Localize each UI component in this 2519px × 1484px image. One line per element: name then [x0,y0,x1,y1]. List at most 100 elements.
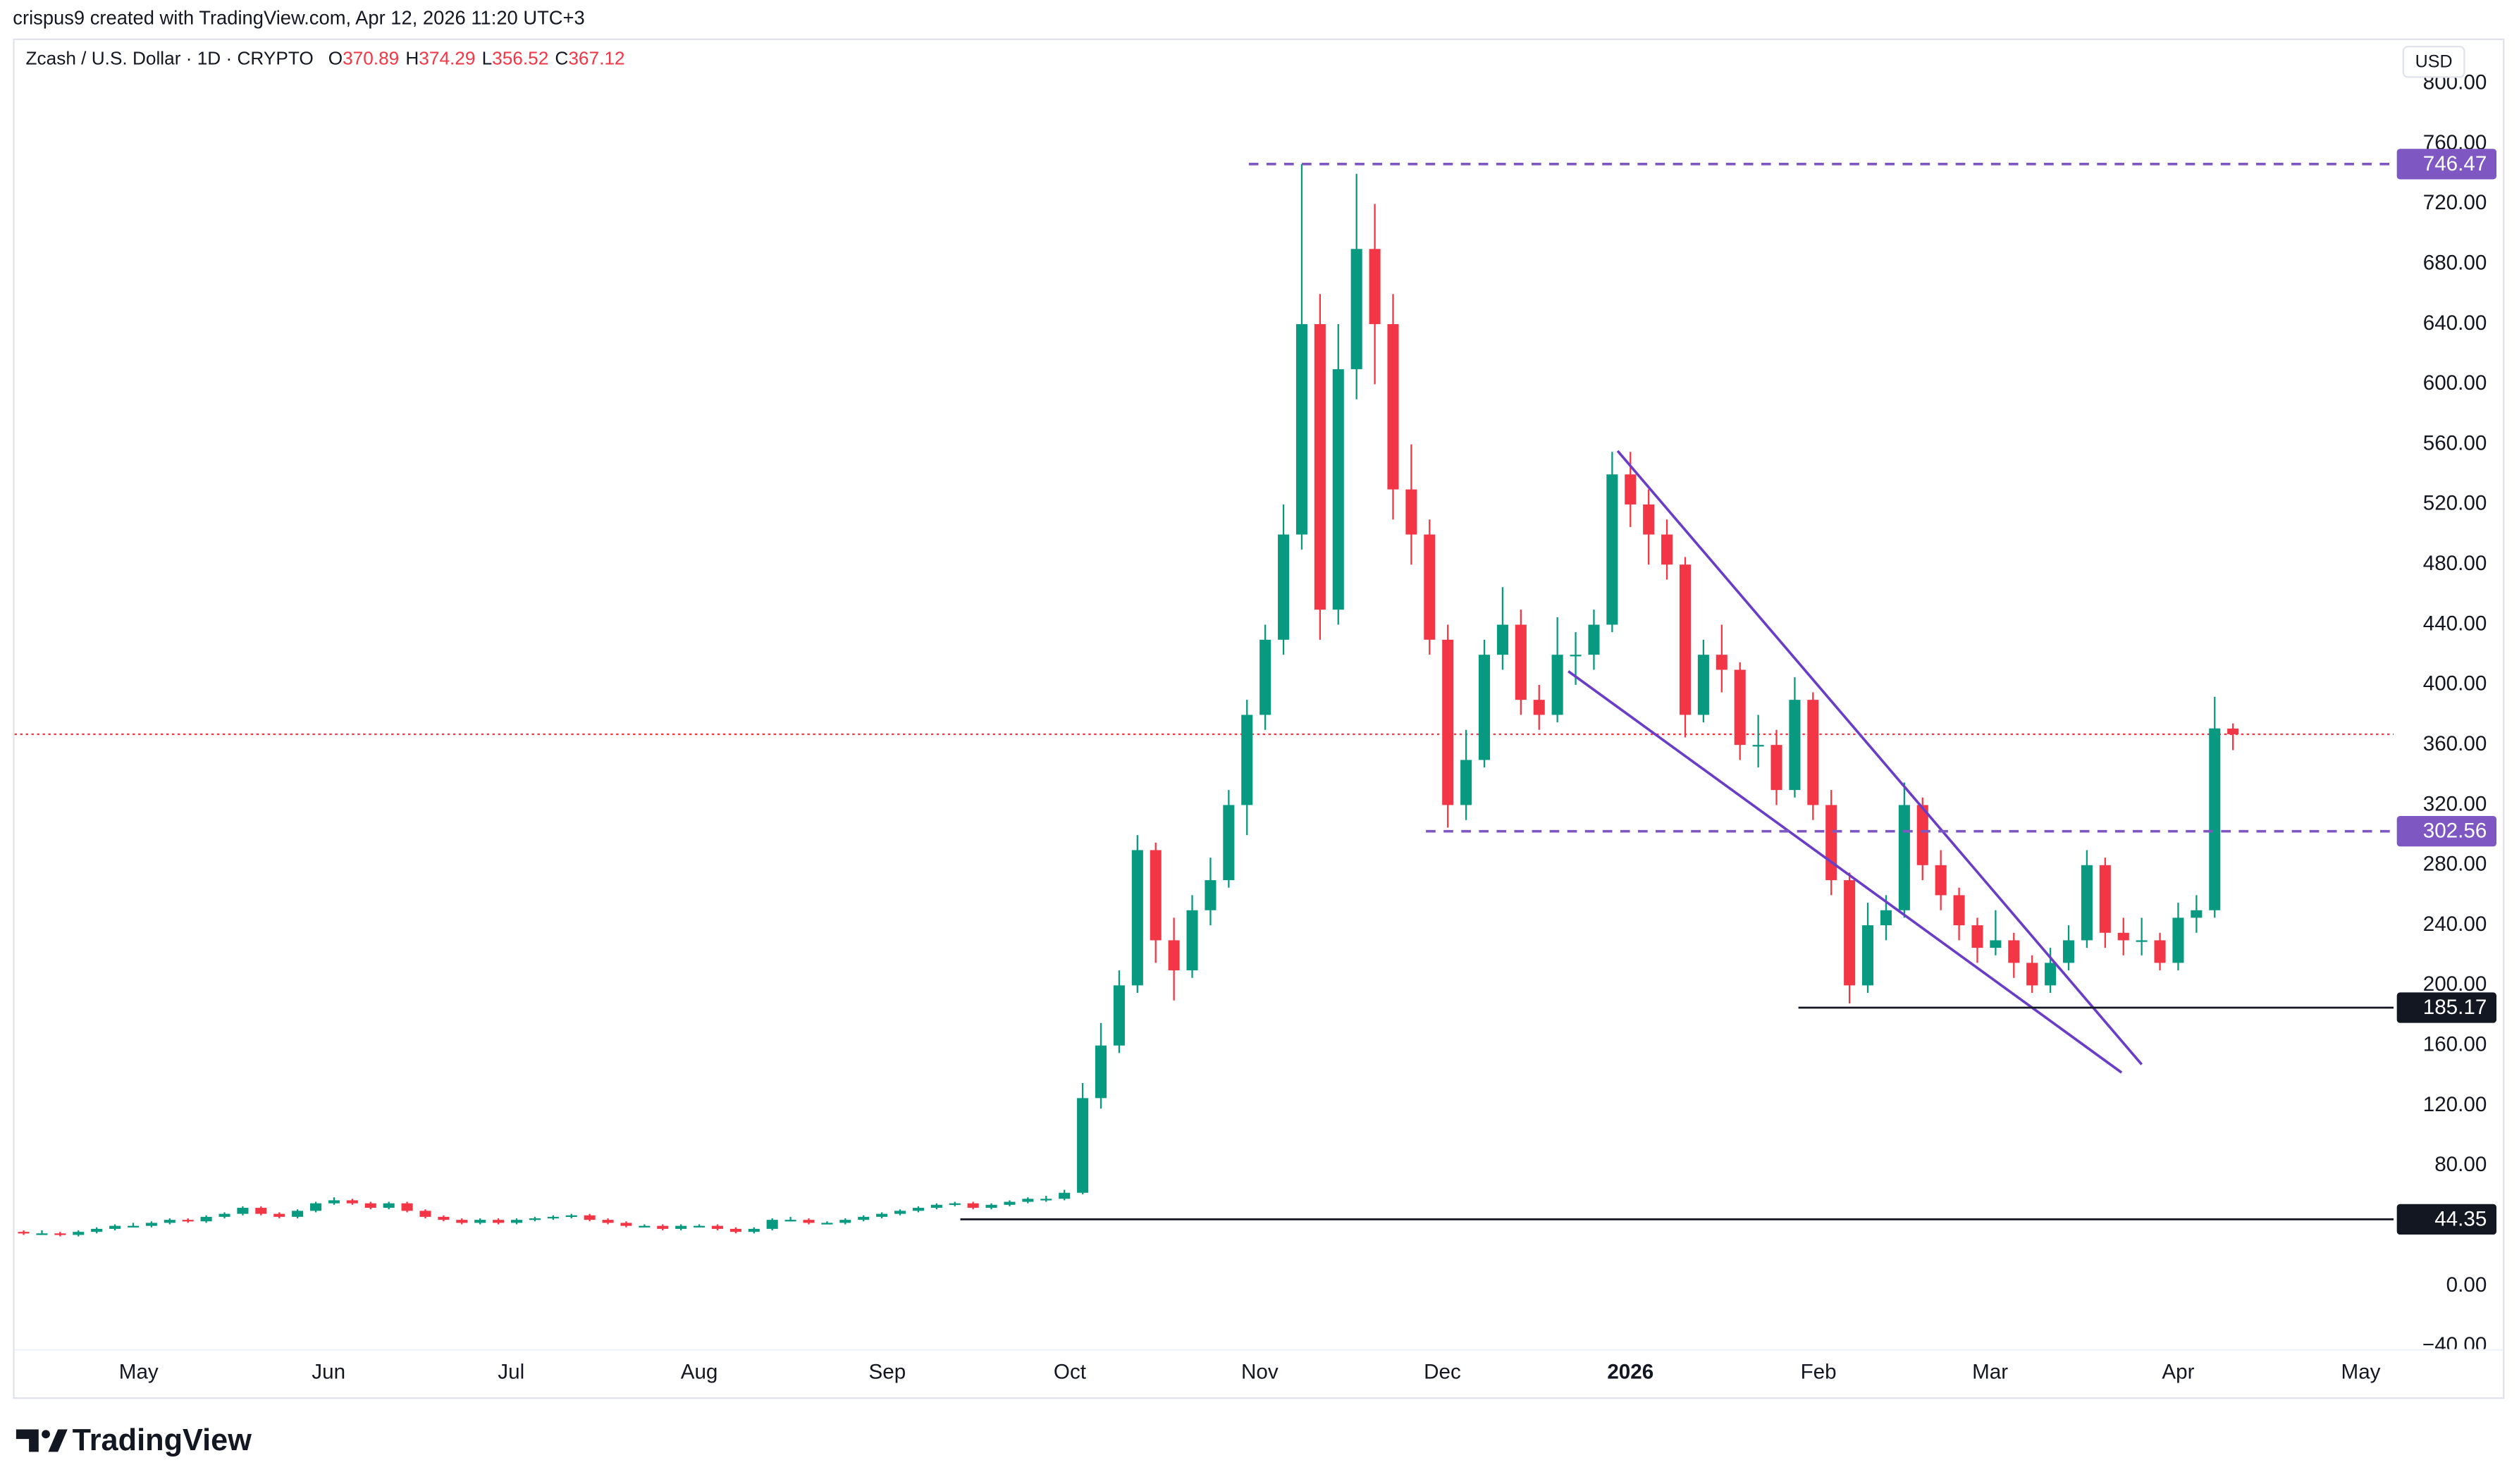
candle-body [401,1203,413,1211]
logo-mark [16,1429,39,1452]
candle-body [1186,910,1198,971]
x-tick-label: Oct [1054,1361,1087,1384]
candle-body [237,1208,249,1214]
candle-body [36,1233,48,1235]
y-tick-label: 400.00 [2423,672,2487,695]
x-tick-label: Sep [869,1361,906,1384]
candle-body [1898,805,1910,910]
candle-body [967,1203,979,1208]
brand-name: TradingView [73,1423,252,1457]
candle-body [438,1216,450,1220]
candle-body [328,1200,340,1204]
x-tick-label: Feb [1801,1361,1837,1384]
candle-body [1916,805,1928,865]
candle-body [1551,655,1563,715]
candle-body [310,1203,322,1211]
y-tick-label: 720.00 [2423,191,2487,214]
candle-body [145,1223,157,1226]
candle-body [73,1232,85,1235]
candle-body [1295,323,1307,535]
price-label: 302.56 [2423,820,2487,843]
candle-body [1205,880,1217,910]
price-label-box [2396,1204,2496,1235]
candle-body [2062,940,2075,963]
candle-body [510,1220,523,1223]
candle-body [1953,895,1965,926]
candle-body [2172,917,2184,963]
currency-box [2402,45,2465,78]
y-tick-label: 680.00 [2423,251,2487,274]
candle-body [858,1216,870,1220]
ohlc-label: H [405,47,419,68]
candle-body [912,1208,924,1211]
candle-body [91,1228,103,1232]
candle-body [675,1225,687,1229]
y-tick-label: 560.00 [2423,431,2487,455]
y-tick-label: 520.00 [2423,492,2487,515]
y-tick-label: 0.00 [2446,1273,2487,1297]
candle-body [2136,940,2148,942]
y-tick-label: 120.00 [2423,1093,2487,1116]
candle-body [1971,925,1983,948]
candle-body [218,1213,230,1217]
candle-body [1004,1201,1016,1205]
candle-body [1697,655,1709,715]
candle-body [1424,534,1436,640]
candle-body [1533,700,1545,715]
candle-body [182,1220,194,1222]
price-label-box [2396,815,2496,847]
candle-body [1990,940,2002,948]
candle-body [2081,865,2093,941]
candle-body [547,1216,559,1219]
candle-body [729,1228,741,1232]
candle-body [949,1203,961,1205]
price-label: 746.47 [2423,152,2487,175]
candle-body [1113,985,1125,1046]
x-tick-label: Dec [1424,1361,1461,1384]
candle-body [930,1204,942,1208]
candle-body [784,1220,796,1222]
currency: USD [2415,52,2453,72]
x-tick-label: Apr [2162,1361,2194,1384]
candle-body [565,1215,577,1218]
logo-dot [42,1430,50,1439]
y-tick-label: 80.00 [2434,1153,2487,1176]
candle-body [1643,504,1655,535]
candle-body [1460,760,1472,805]
candle-body [602,1220,614,1223]
candle-body [620,1223,632,1226]
candle-body [1168,940,1180,971]
candle-body [1022,1199,1034,1202]
y-tick-label: 600.00 [2423,371,2487,395]
candle-body [639,1225,651,1228]
candle-body [2154,940,2166,963]
candle-body [985,1204,997,1208]
y-tick-label: 360.00 [2423,732,2487,755]
ohlc-value: 367.12 [568,47,624,68]
candle-body [1862,925,1874,986]
candle-body [1223,805,1235,881]
candle-body [694,1225,706,1228]
candle-body [127,1225,140,1228]
candle-body [109,1225,121,1229]
x-tick-label: Jul [498,1361,524,1384]
price-labels: 746.47 302.56 185.17 44.35 [2396,149,2496,1235]
candle-body [1478,655,1491,760]
ohlc-label: C [555,47,568,68]
candle-body [1332,369,1344,610]
candle-body [292,1211,304,1217]
candle-body [876,1213,888,1217]
candle-body [1496,624,1508,655]
logo-slash [48,1429,68,1452]
y-tick-label: 640.00 [2423,311,2487,335]
y-tick-label: 160.00 [2423,1033,2487,1056]
candle-body [1679,564,1692,715]
y-tick-label: 440.00 [2423,612,2487,635]
candle-body [894,1211,906,1214]
candle-body [1935,865,1947,896]
candle-body [1314,323,1326,610]
y-tick-label: −40.00 [2422,1333,2487,1356]
ohlc-value: 374.29 [419,47,475,68]
